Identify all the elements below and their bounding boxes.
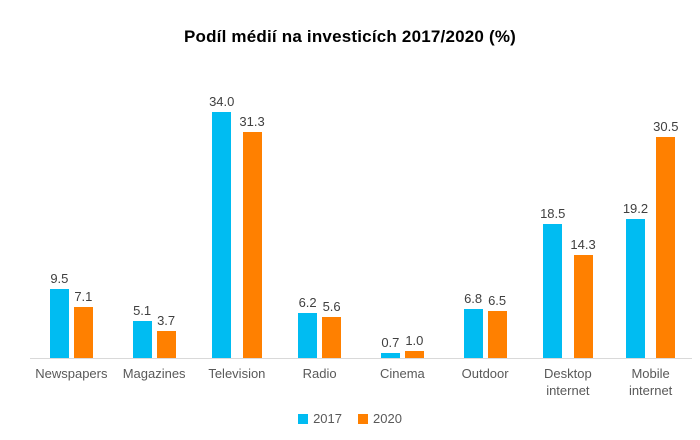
bar-2020-newspapers xyxy=(73,307,93,358)
bar-pair: 6.2 5.6 xyxy=(298,80,342,358)
bar-group-newspapers: 9.5 7.1 xyxy=(30,80,113,358)
value-label-2020-cinema: 1.0 xyxy=(405,333,424,348)
bar-pair: 34.0 31.3 xyxy=(209,80,265,358)
value-label-2020-magazines: 3.7 xyxy=(157,313,176,328)
bar-2020-cinema xyxy=(404,351,424,358)
value-label-2020-newspapers: 7.1 xyxy=(74,289,93,304)
bar-pair: 5.1 3.7 xyxy=(132,80,176,358)
bar-col-2020-cinema: 1.0 xyxy=(404,333,424,358)
bar-col-2020-mobile-internet: 30.5 xyxy=(653,119,678,358)
bar-2017-cinema xyxy=(380,353,400,358)
value-label-2017-radio: 6.2 xyxy=(298,295,317,310)
bar-group-radio: 6.2 5.6 xyxy=(278,80,361,358)
bar-2020-mobile-internet xyxy=(656,137,676,358)
legend-item-2017: 2017 xyxy=(298,411,342,426)
value-label-2020-television: 31.3 xyxy=(239,114,265,129)
bar-group-cinema: 0.7 1.0 xyxy=(361,80,444,358)
bar-group-mobile-internet: 19.2 30.5 xyxy=(609,80,692,358)
bar-2020-television xyxy=(242,132,262,358)
bar-group-desktop-internet: 18.5 14.3 xyxy=(527,80,610,358)
value-label-2017-mobile-internet: 19.2 xyxy=(622,201,649,216)
bar-2017-mobile-internet xyxy=(625,219,645,358)
bar-col-2020-desktop-internet: 14.3 xyxy=(570,237,596,358)
value-label-2017-desktop-internet: 18.5 xyxy=(540,206,566,221)
bar-2017-magazines xyxy=(132,321,152,358)
value-label-2020-desktop-internet: 14.3 xyxy=(570,237,596,252)
bar-2017-outdoor xyxy=(463,309,483,358)
category-label-radio: Radio xyxy=(302,366,337,381)
legend: 2017 2020 xyxy=(0,411,700,426)
bar-group-television: 34.0 31.3 xyxy=(196,80,279,358)
bar-col-2017-television: 34.0 xyxy=(209,94,234,358)
bar-2020-outdoor xyxy=(487,311,507,358)
bar-col-2017-radio: 6.2 xyxy=(298,295,318,358)
bar-col-2017-desktop-internet: 18.5 xyxy=(540,206,565,358)
bar-group-outdoor: 6.8 6.5 xyxy=(444,80,527,358)
bar-col-2017-magazines: 5.1 xyxy=(132,303,152,358)
bar-pair: 9.5 7.1 xyxy=(49,80,93,358)
bar-2017-desktop-internet xyxy=(543,224,563,358)
bar-col-2020-radio: 5.6 xyxy=(322,299,342,358)
bar-2017-television xyxy=(212,112,232,358)
bar-col-2020-newspapers: 7.1 xyxy=(73,289,93,358)
category-axis: Newspapers Magazines Television Radio Cinema… xyxy=(30,366,692,402)
bar-col-2017-outdoor: 6.8 xyxy=(463,291,483,358)
category-label-cinema: Cinema xyxy=(379,366,425,381)
legend-label-2017: 2017 xyxy=(313,411,342,426)
value-label-2017-newspapers: 9.5 xyxy=(50,271,69,286)
bar-2020-desktop-internet xyxy=(573,255,593,358)
value-label-2017-cinema: 0.7 xyxy=(381,335,400,350)
value-label-2017-magazines: 5.1 xyxy=(133,303,152,318)
bar-group-magazines: 5.1 3.7 xyxy=(113,80,196,358)
category-label-outdoor: Outdoor xyxy=(461,366,509,381)
bar-col-2020-outdoor: 6.5 xyxy=(487,293,507,358)
legend-label-2020: 2020 xyxy=(373,411,402,426)
bar-2017-radio xyxy=(298,313,318,358)
legend-swatch-2017 xyxy=(298,413,309,424)
bar-col-2017-mobile-internet: 19.2 xyxy=(623,201,648,358)
category-label-television: Television xyxy=(208,366,266,381)
category-label-mobile-internet: Mobile internet xyxy=(628,366,673,398)
value-label-2017-outdoor: 6.8 xyxy=(464,291,483,306)
bar-pair: 6.8 6.5 xyxy=(463,80,507,358)
plot-area: 9.5 7.1 5.1 3.7 34.0 31.3 6.2 5.6 0.7 1.0 6.8 6.5 18… xyxy=(30,80,692,402)
bar-col-2017-cinema: 0.7 xyxy=(380,335,400,358)
bar-pair: 18.5 14.3 xyxy=(540,80,596,358)
category-label-magazines: Magazines xyxy=(122,366,186,381)
value-label-2020-mobile-internet: 30.5 xyxy=(653,119,679,134)
chart-title: Podíl médií na investicích 2017/2020 (%) xyxy=(183,27,517,46)
bar-pair: 0.7 1.0 xyxy=(380,80,424,358)
legend-item-2020: 2020 xyxy=(358,411,402,426)
bar-2020-radio xyxy=(322,317,342,358)
bar-groups: 9.5 7.1 5.1 3.7 34.0 31.3 6.2 5.6 0.7 1.0 6.8 6.5 18… xyxy=(30,80,692,359)
value-label-2020-radio: 5.6 xyxy=(322,299,341,314)
bar-2017-newspapers xyxy=(49,289,69,358)
bar-2020-magazines xyxy=(156,331,176,358)
value-label-2017-television: 34.0 xyxy=(209,94,235,109)
category-label-newspapers: Newspapers xyxy=(35,366,108,381)
bar-col-2020-television: 31.3 xyxy=(239,114,265,358)
bar-col-2020-magazines: 3.7 xyxy=(156,313,176,358)
bar-col-2017-newspapers: 9.5 xyxy=(49,271,69,358)
category-label-desktop-internet: Desktop internet xyxy=(544,366,592,398)
bar-pair: 19.2 30.5 xyxy=(623,80,678,358)
value-label-2020-outdoor: 6.5 xyxy=(488,293,507,308)
legend-swatch-2020 xyxy=(358,413,368,424)
